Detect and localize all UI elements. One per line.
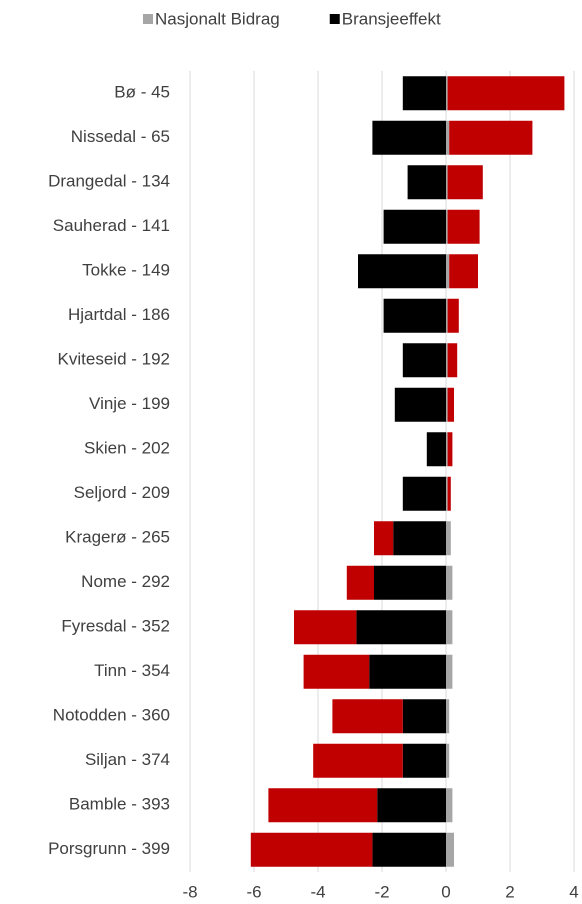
- bar: [374, 565, 446, 600]
- y-tick-label: Bamble - 393: [69, 795, 170, 814]
- y-tick-label: Kragerø - 265: [65, 528, 170, 547]
- bar: [313, 743, 403, 778]
- bar: [407, 165, 446, 200]
- x-tick-label: 4: [569, 882, 578, 901]
- bar: [393, 521, 446, 556]
- bar: [447, 343, 458, 378]
- bar: [446, 254, 450, 289]
- bar: [383, 298, 446, 333]
- bar: [447, 209, 480, 244]
- x-tick-label: -2: [374, 882, 389, 901]
- bar: [446, 432, 448, 467]
- y-tick-label: Bø - 45: [114, 83, 170, 102]
- bar: [446, 699, 450, 734]
- bar: [268, 788, 378, 823]
- legend-label: Bransjeeffekt: [342, 9, 441, 28]
- bar: [402, 343, 446, 378]
- bar: [447, 476, 451, 511]
- bar: [402, 699, 446, 734]
- bar: [426, 432, 446, 467]
- bar: [447, 298, 459, 333]
- y-tick-label: Skien - 202: [84, 439, 170, 458]
- bar: [346, 565, 374, 600]
- bar: [446, 654, 453, 689]
- bar: [449, 254, 478, 289]
- legend-swatch: [143, 14, 153, 24]
- bar: [356, 610, 446, 645]
- x-tick-label: 2: [505, 882, 514, 901]
- bar: [377, 788, 446, 823]
- legend-label: Nasjonalt Bidrag: [155, 9, 280, 28]
- y-tick-label: Porsgrunn - 399: [48, 839, 170, 858]
- bar: [446, 476, 448, 511]
- bar: [369, 654, 446, 689]
- bar: [446, 76, 448, 111]
- bar: [294, 610, 357, 645]
- bar: [446, 521, 451, 556]
- bar: [447, 165, 483, 200]
- y-tick-label: Tokke - 149: [82, 261, 170, 280]
- x-tick-label: -8: [182, 882, 197, 901]
- bar: [303, 654, 370, 689]
- y-tick-label: Vinje - 199: [89, 394, 170, 413]
- bar: [402, 76, 446, 111]
- bar: [447, 76, 565, 111]
- bar: [446, 610, 453, 645]
- bar: [446, 788, 453, 823]
- legend-swatch: [329, 14, 340, 24]
- y-tick-label: Fyresdal - 352: [61, 617, 170, 636]
- x-tick-label: -4: [310, 882, 325, 901]
- bar: [332, 699, 403, 734]
- y-tick-label: Siljan - 374: [85, 750, 170, 769]
- bar: [447, 387, 454, 422]
- bar: [402, 476, 446, 511]
- bar: [372, 832, 446, 867]
- bar: [446, 120, 450, 155]
- bar: [446, 343, 448, 378]
- bar: [446, 743, 450, 778]
- y-tick-label: Sauherad - 141: [53, 216, 170, 235]
- bar: [446, 832, 454, 867]
- bar: [446, 565, 453, 600]
- bar: [447, 432, 453, 467]
- bar: [402, 743, 446, 778]
- y-tick-label: Nome - 292: [81, 572, 170, 591]
- y-tick-label: Drangedal - 134: [48, 172, 170, 191]
- bar: [358, 254, 446, 289]
- bar: [446, 387, 448, 422]
- bar: [449, 120, 533, 155]
- bar: [383, 209, 446, 244]
- bar: [446, 165, 448, 200]
- bar: [394, 387, 446, 422]
- bar: [446, 298, 448, 333]
- x-tick-label: -6: [246, 882, 261, 901]
- y-tick-label: Nissedal - 65: [71, 127, 170, 146]
- y-tick-label: Kviteseid - 192: [58, 350, 170, 369]
- bar: [250, 832, 373, 867]
- bar: [446, 209, 448, 244]
- y-tick-label: Notodden - 360: [53, 706, 170, 725]
- y-tick-label: Hjartdal - 186: [68, 305, 170, 324]
- y-tick-label: Seljord - 209: [74, 483, 170, 502]
- bar: [374, 521, 394, 556]
- y-tick-label: Tinn - 354: [94, 661, 170, 680]
- bar: [372, 120, 446, 155]
- x-tick-label: 0: [441, 882, 450, 901]
